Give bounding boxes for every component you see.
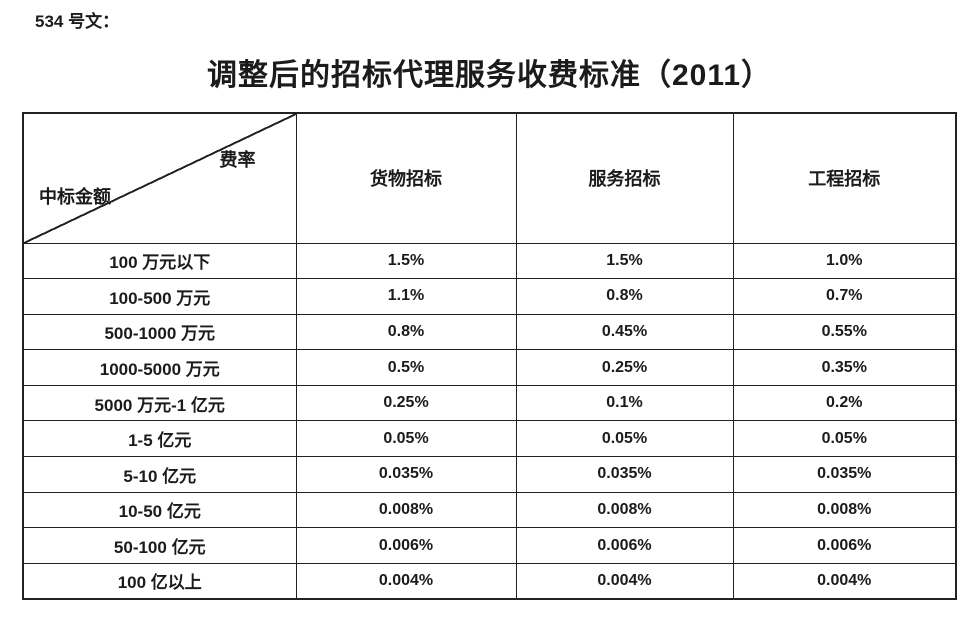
table-header-row: 费率 中标金额 货物招标 服务招标 工程招标	[22, 112, 957, 244]
fee-cell: 1.5%	[515, 242, 734, 280]
table-row: 100 万元以下 1.5% 1.5% 1.0%	[22, 242, 957, 280]
column-header-goods: 货物招标	[295, 112, 517, 244]
row-label: 100-500 万元	[22, 278, 297, 315]
table-row: 5-10 亿元 0.035% 0.035% 0.035%	[22, 456, 957, 493]
fee-cell: 0.8%	[295, 313, 517, 351]
fee-cell: 0.035%	[515, 456, 734, 493]
row-label: 100 亿以上	[22, 562, 297, 600]
table-row: 1000-5000 万元 0.5% 0.25% 0.35%	[22, 349, 957, 386]
fee-cell: 0.05%	[732, 420, 957, 458]
table-row: 5000 万元-1 亿元 0.25% 0.1% 0.2%	[22, 384, 957, 422]
fee-cell: 0.008%	[732, 491, 957, 529]
table-row: 100-500 万元 1.1% 0.8% 0.7%	[22, 278, 957, 315]
corner-label-amount: 中标金额	[39, 186, 111, 207]
row-label: 10-50 亿元	[22, 491, 297, 529]
fee-cell: 0.035%	[295, 456, 517, 493]
row-label: 50-100 亿元	[22, 527, 297, 564]
fee-cell: 0.8%	[515, 278, 734, 315]
fee-cell: 0.006%	[515, 527, 734, 564]
fee-cell: 0.008%	[295, 491, 517, 529]
fee-cell: 1.1%	[295, 278, 517, 315]
fee-cell: 0.006%	[295, 527, 517, 564]
fee-cell: 0.2%	[732, 384, 957, 422]
fee-cell: 0.05%	[515, 420, 734, 458]
fee-cell: 0.25%	[515, 349, 734, 386]
table-row: 10-50 亿元 0.008% 0.008% 0.008%	[22, 491, 957, 529]
row-label: 1000-5000 万元	[22, 349, 297, 386]
fee-cell: 0.004%	[732, 562, 957, 600]
page-title: 调整后的招标代理服务收费标准（2011）	[206, 59, 773, 92]
diagonal-corner-cell: 费率 中标金额	[22, 112, 297, 244]
row-label: 500-1000 万元	[22, 313, 297, 351]
row-label: 100 万元以下	[22, 242, 297, 280]
column-header-services: 服务招标	[515, 112, 734, 244]
row-label: 1-5 亿元	[22, 420, 297, 458]
table-row: 500-1000 万元 0.8% 0.45% 0.55%	[22, 313, 957, 351]
table-row: 1-5 亿元 0.05% 0.05% 0.05%	[22, 420, 957, 458]
fee-cell: 0.004%	[295, 562, 517, 600]
fee-rate-table: 费率 中标金额 货物招标 服务招标 工程招标 100 万元以下 1.5% 1.5…	[22, 112, 957, 600]
fee-cell: 0.25%	[295, 384, 517, 422]
table-row: 50-100 亿元 0.006% 0.006% 0.006%	[22, 527, 957, 564]
fee-cell: 0.1%	[515, 384, 734, 422]
row-label: 5-10 亿元	[22, 456, 297, 493]
corner-label-rate: 费率	[219, 150, 256, 170]
fee-cell: 0.035%	[732, 456, 957, 493]
fee-cell: 0.008%	[515, 491, 734, 529]
fee-cell: 0.05%	[295, 420, 517, 458]
fee-cell: 0.5%	[295, 349, 517, 386]
fee-cell: 0.55%	[732, 313, 957, 351]
fee-cell: 0.006%	[732, 527, 957, 564]
fee-cell: 0.004%	[515, 562, 734, 600]
doc-number: 534 号文：	[35, 12, 120, 31]
table-row: 100 亿以上 0.004% 0.004% 0.004%	[22, 562, 957, 600]
fee-cell: 0.7%	[732, 278, 957, 315]
fee-cell: 1.0%	[732, 242, 957, 280]
column-header-engineering: 工程招标	[732, 112, 957, 244]
row-label: 5000 万元-1 亿元	[22, 384, 297, 422]
fee-cell: 0.45%	[515, 313, 734, 351]
fee-cell: 1.5%	[295, 242, 517, 280]
fee-cell: 0.35%	[732, 349, 957, 386]
